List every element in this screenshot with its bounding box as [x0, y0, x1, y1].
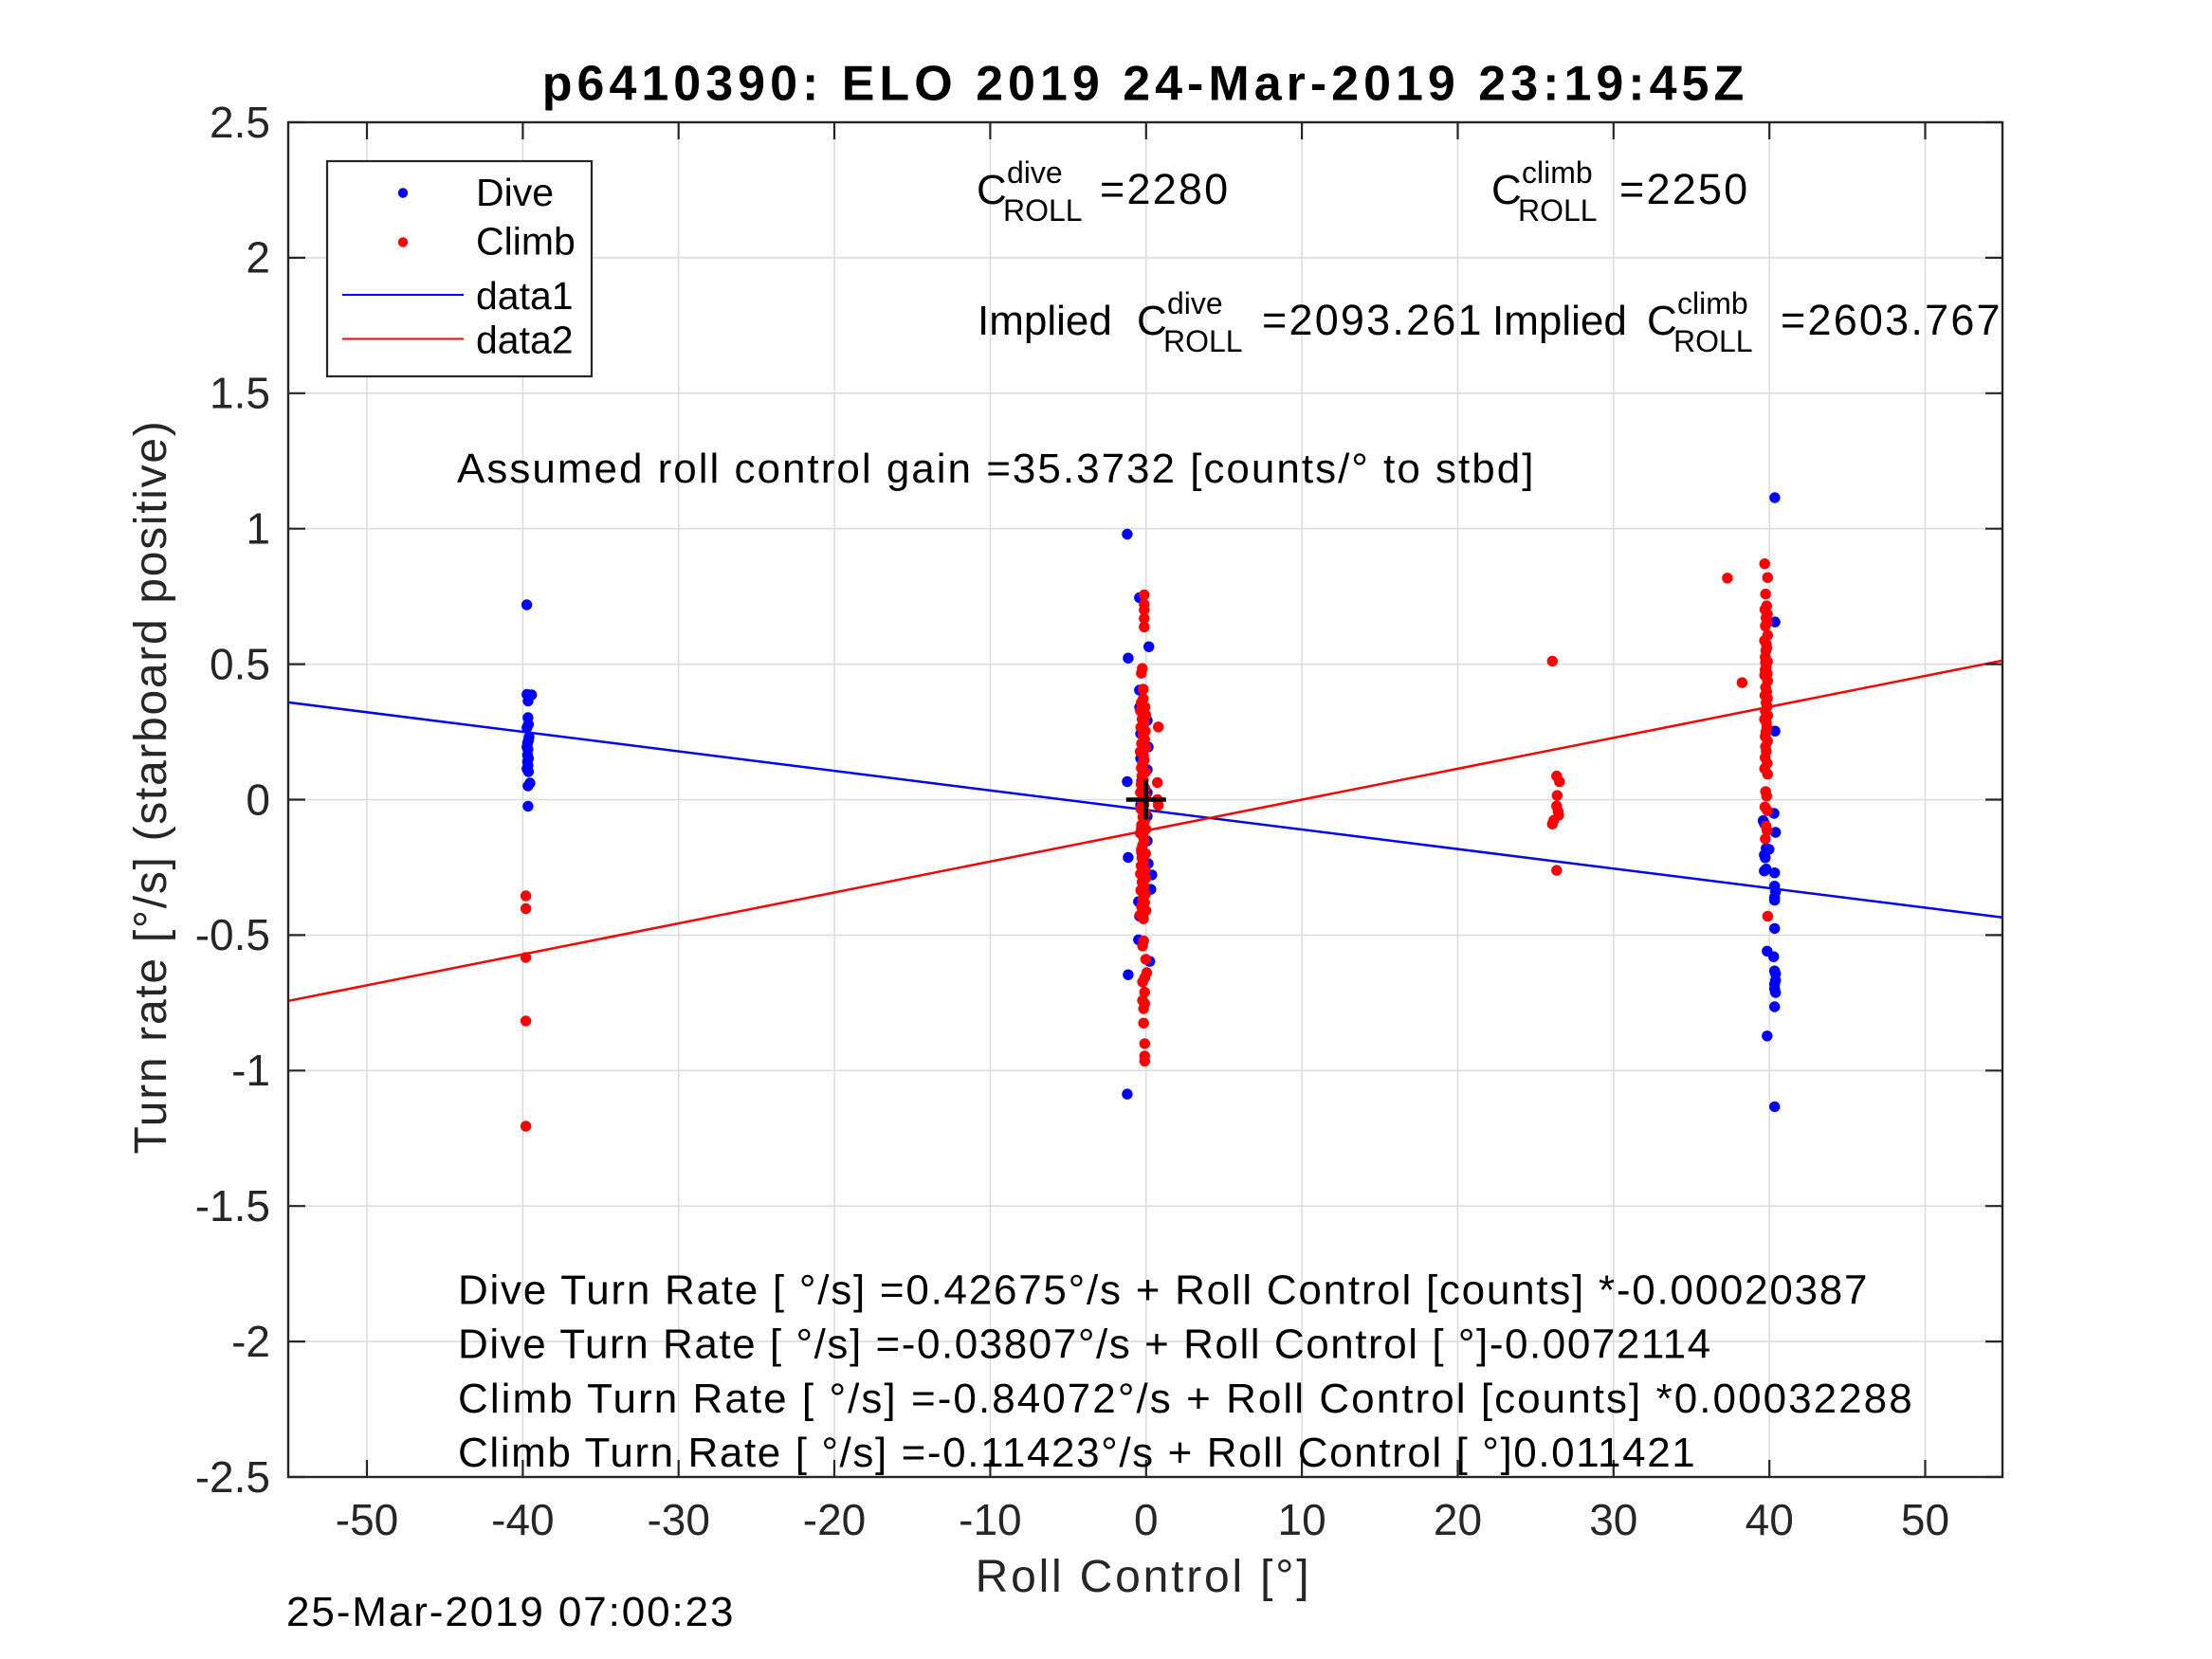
- svg-text:0: 0: [1134, 1495, 1159, 1544]
- svg-text:=2250: =2250: [1619, 165, 1749, 213]
- svg-text:Roll Control [°]: Roll Control [°]: [976, 1552, 1312, 1602]
- svg-text:-50: -50: [336, 1495, 398, 1544]
- svg-text:climb: climb: [1677, 286, 1748, 320]
- svg-text:Dive: Dive: [476, 171, 554, 214]
- svg-text:0.5: 0.5: [210, 639, 270, 688]
- svg-text:2: 2: [246, 233, 270, 283]
- svg-text:-1.5: -1.5: [195, 1181, 270, 1231]
- svg-text:-30: -30: [647, 1495, 709, 1544]
- svg-text:Implied: Implied: [978, 298, 1112, 344]
- svg-text:-1: -1: [231, 1046, 270, 1095]
- svg-text:1.5: 1.5: [210, 369, 270, 418]
- svg-text:-0.5: -0.5: [195, 910, 270, 959]
- svg-text:C: C: [977, 167, 1007, 213]
- svg-text:Turn rate [°/s] (starboard pos: Turn rate [°/s] (starboard positive): [126, 420, 176, 1155]
- svg-text:-2: -2: [231, 1317, 270, 1366]
- svg-text:climb: climb: [1522, 155, 1593, 190]
- svg-text:Climb Turn Rate [ °/s] =-0.114: Climb Turn Rate [ °/s] =-0.11423°/s + Ro…: [458, 1430, 1696, 1476]
- svg-text:=2280: =2280: [1100, 165, 1230, 213]
- svg-text:Dive Turn Rate [ °/s] =0.42675: Dive Turn Rate [ °/s] =0.42675°/s + Roll…: [458, 1267, 1869, 1314]
- svg-text:20: 20: [1434, 1495, 1482, 1544]
- svg-text:1: 1: [246, 504, 270, 554]
- svg-text:dive: dive: [1007, 155, 1063, 190]
- svg-text:data2: data2: [476, 319, 574, 362]
- svg-text:-10: -10: [959, 1495, 1021, 1544]
- svg-text:-2.5: -2.5: [195, 1452, 270, 1502]
- svg-text:data1: data1: [476, 274, 574, 318]
- svg-text:10: 10: [1278, 1495, 1326, 1544]
- svg-text:ROLL: ROLL: [1518, 193, 1598, 228]
- svg-text:C: C: [1647, 298, 1677, 344]
- svg-text:ROLL: ROLL: [1673, 324, 1753, 358]
- svg-text:C: C: [1137, 298, 1167, 344]
- svg-text:30: 30: [1589, 1495, 1637, 1544]
- svg-text:Assumed roll control gain =35.: Assumed roll control gain =35.3732 [coun…: [457, 446, 1535, 492]
- svg-text:-40: -40: [491, 1495, 554, 1544]
- svg-text:ROLL: ROLL: [1163, 324, 1243, 358]
- svg-text:p6410390: ELO 2019 24-Mar-2019: p6410390: ELO 2019 24-Mar-2019 23:19:45Z: [542, 57, 1748, 112]
- svg-text:ROLL: ROLL: [1003, 193, 1083, 228]
- svg-text:50: 50: [1901, 1495, 1949, 1544]
- svg-text:=2603.767: =2603.767: [1781, 296, 2002, 344]
- svg-text:-20: -20: [803, 1495, 866, 1544]
- svg-text:25-Mar-2019 07:00:23: 25-Mar-2019 07:00:23: [286, 1589, 735, 1635]
- svg-text:=2093.261: =2093.261: [1262, 296, 1484, 344]
- svg-text:Climb: Climb: [476, 220, 576, 264]
- svg-text:2.5: 2.5: [210, 98, 270, 147]
- svg-text:dive: dive: [1167, 286, 1223, 320]
- svg-text:Implied: Implied: [1492, 298, 1627, 344]
- svg-text:40: 40: [1746, 1495, 1794, 1544]
- svg-text:Dive Turn Rate [ °/s] =-0.0380: Dive Turn Rate [ °/s] =-0.03807°/s + Rol…: [458, 1322, 1712, 1368]
- svg-text:C: C: [1491, 167, 1522, 213]
- svg-text:Climb Turn Rate [ °/s] =-0.840: Climb Turn Rate [ °/s] =-0.84072°/s + Ro…: [458, 1376, 1914, 1422]
- svg-text:0: 0: [246, 775, 270, 824]
